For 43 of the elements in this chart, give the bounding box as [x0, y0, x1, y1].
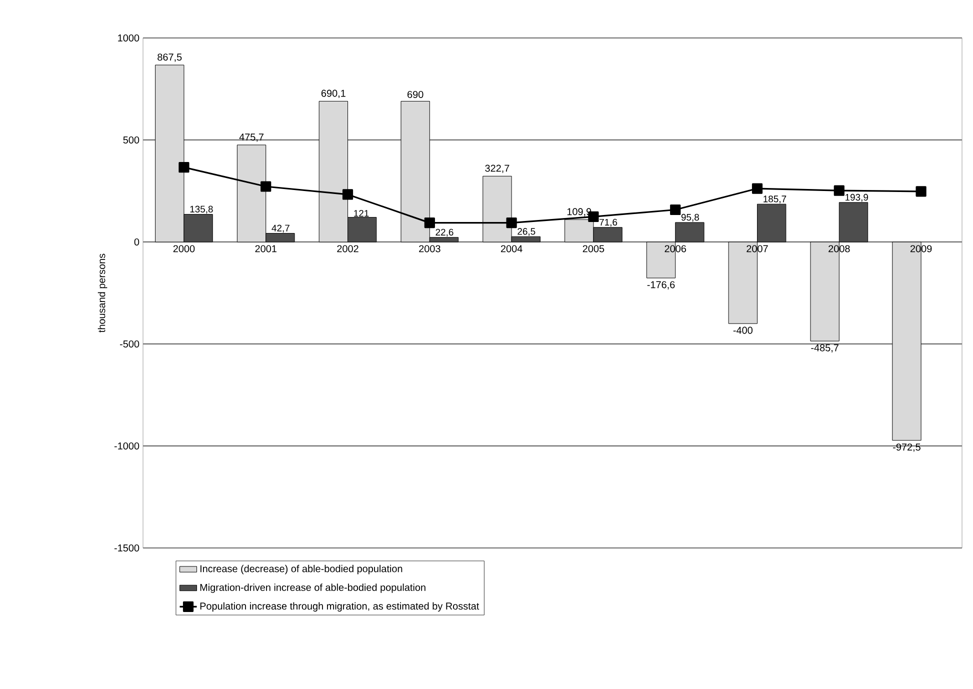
- y-tick-label: 500: [123, 136, 140, 144]
- y-tick-label: 0: [134, 238, 140, 246]
- x-tick-label: 2003: [419, 245, 440, 252]
- point: [178, 162, 190, 173]
- data-label: 95,8: [681, 214, 699, 222]
- x-tick-label: 2009: [910, 245, 932, 252]
- x-tick-label: 2004: [500, 245, 522, 252]
- y-axis-title: thousand persons: [98, 254, 108, 332]
- data-label: -485,7: [811, 344, 838, 353]
- x-tick-label: 2002: [337, 245, 358, 252]
- point: [260, 181, 272, 192]
- data-label: 185,7: [764, 196, 786, 204]
- data-label: 322,7: [485, 164, 510, 173]
- data-label: 22,6: [436, 228, 454, 237]
- data-label: -400: [733, 326, 753, 334]
- data-label: 690: [408, 90, 424, 98]
- point: [916, 186, 926, 197]
- point: [752, 183, 763, 194]
- data-label: 690,1: [321, 90, 346, 98]
- legend-label: Increase (decrease) of able-bodied population: [200, 564, 402, 574]
- point: [506, 218, 517, 228]
- data-label: 26,5: [518, 228, 536, 236]
- x-tick-label: 2001: [255, 245, 276, 252]
- y-tick-label: 1000: [118, 34, 140, 42]
- data-label: 193,9: [845, 194, 868, 202]
- data-label: 867,5: [158, 54, 182, 62]
- data-label: -972,5: [893, 444, 920, 452]
- legend-label: Migration-driven increase of able-bodied population: [200, 584, 426, 593]
- data-label: 42,7: [272, 224, 290, 233]
- x-tick-label: 2005: [582, 245, 604, 252]
- data-label: 135,8: [190, 206, 213, 214]
- point: [424, 218, 435, 228]
- y-tick-label: -1000: [114, 442, 140, 450]
- point: [670, 204, 681, 216]
- x-tick-label: 2000: [173, 245, 195, 252]
- y-tick-label: -500: [120, 340, 140, 348]
- data-label: 121: [354, 210, 369, 217]
- point: [834, 185, 844, 196]
- data-label: -176,6: [647, 281, 675, 290]
- point: [342, 189, 354, 200]
- y-tick-label: -1500: [114, 544, 140, 552]
- legend-label: Population increase through migration, as estimated by Rosstat: [200, 602, 480, 612]
- data-label: 71,6: [600, 218, 618, 227]
